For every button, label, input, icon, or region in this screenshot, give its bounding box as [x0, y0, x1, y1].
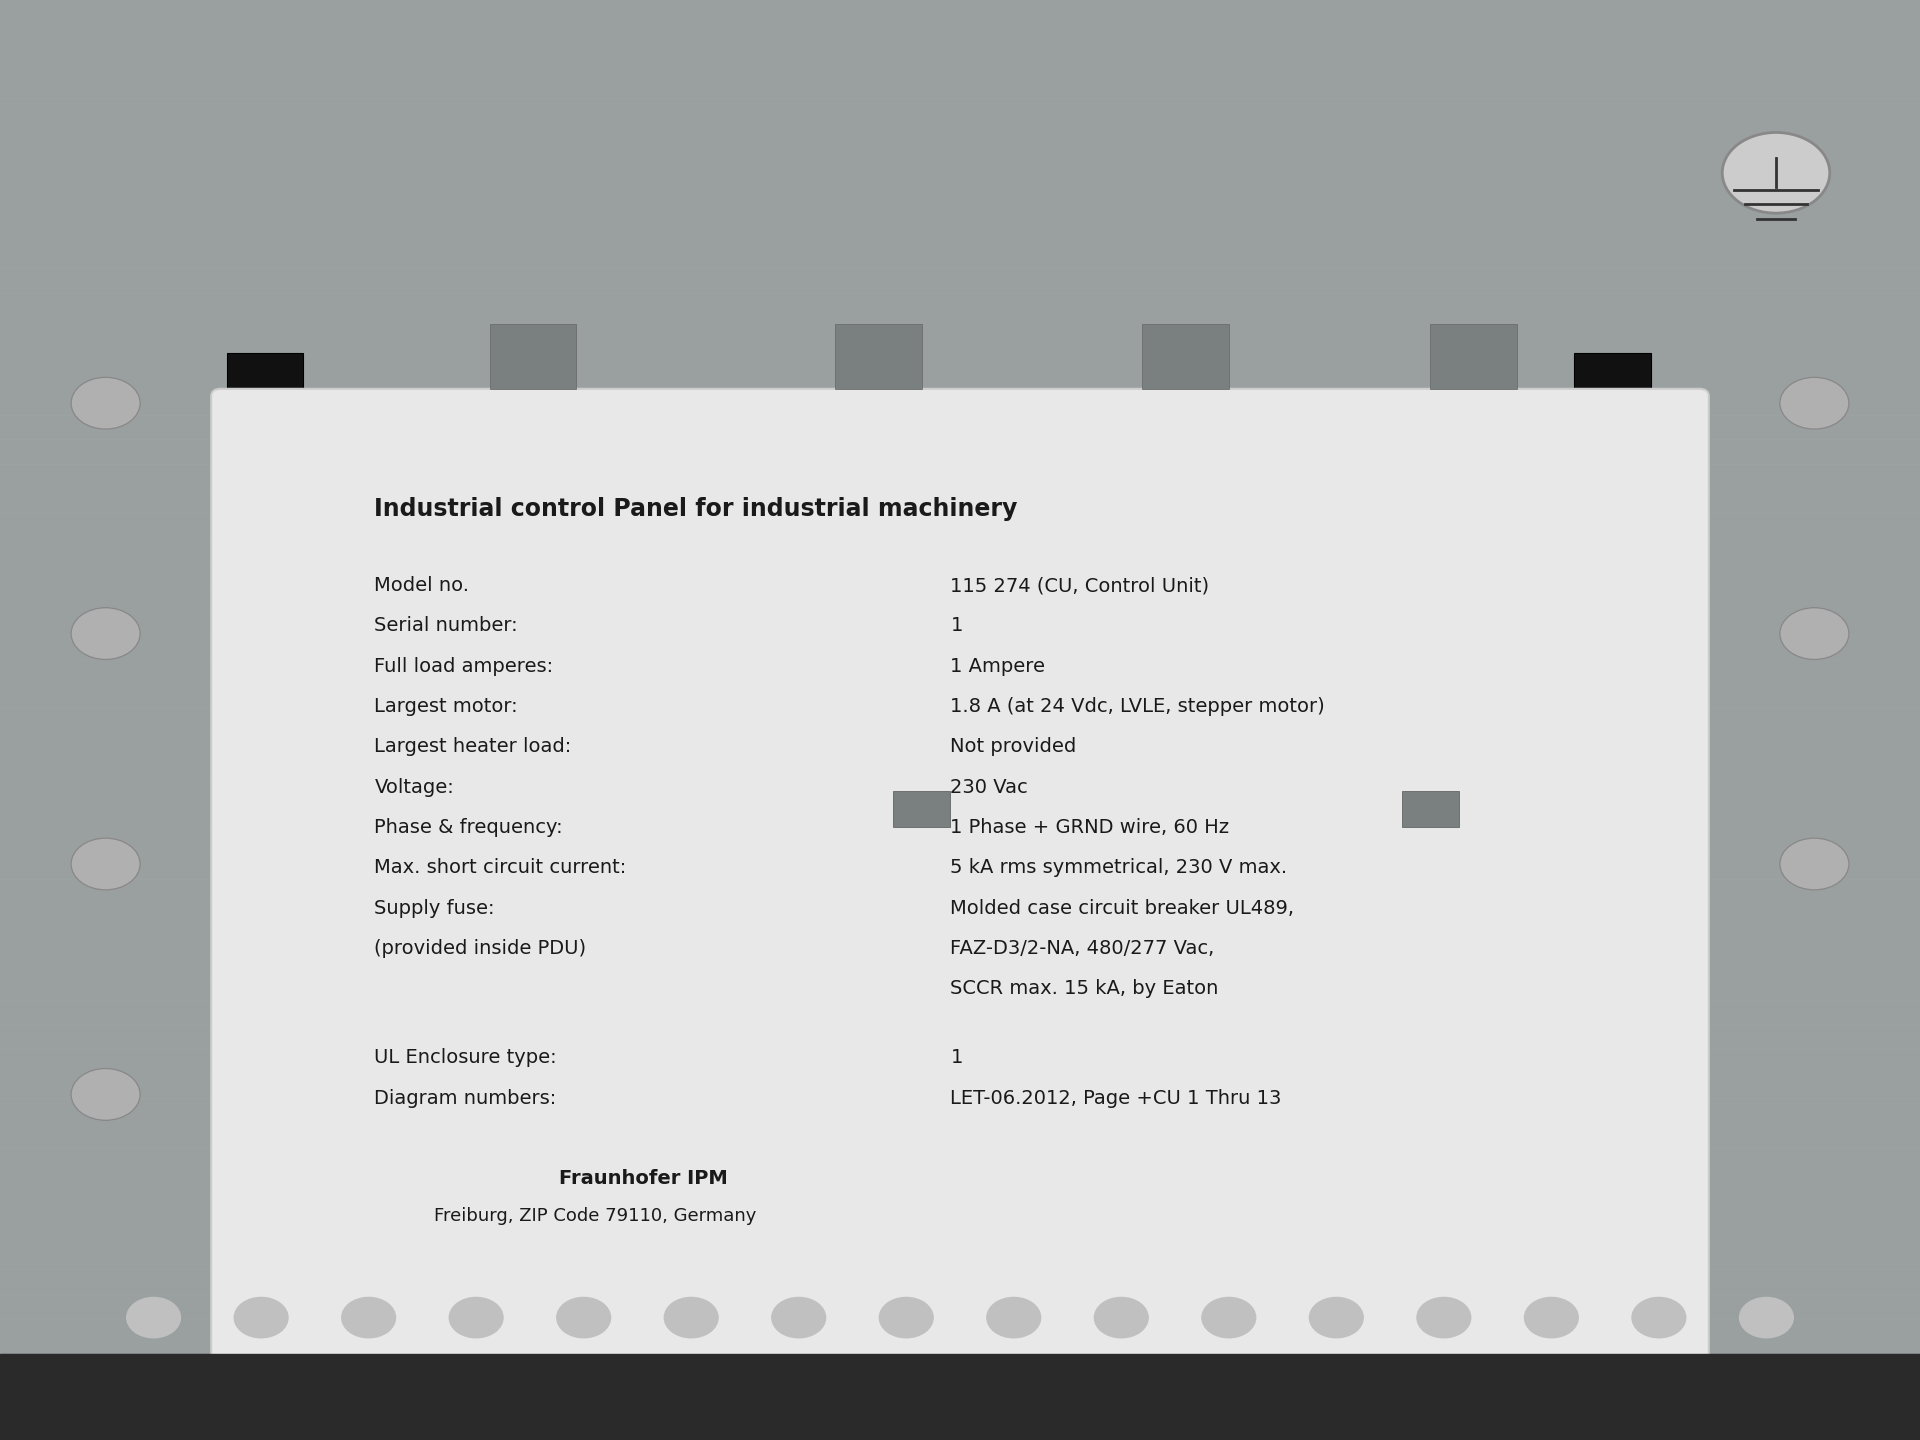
Text: Largest motor:: Largest motor:	[374, 697, 518, 716]
Text: Not provided: Not provided	[950, 737, 1077, 756]
Text: Voltage:: Voltage:	[374, 778, 455, 796]
Text: (provided inside PDU): (provided inside PDU)	[374, 939, 586, 958]
Text: Molded case circuit breaker UL489,: Molded case circuit breaker UL489,	[950, 899, 1294, 917]
Text: Max. short circuit current:: Max. short circuit current:	[374, 858, 626, 877]
Text: 1 Phase + GRND wire, 60 Hz: 1 Phase + GRND wire, 60 Hz	[950, 818, 1229, 837]
FancyBboxPatch shape	[211, 389, 1709, 1368]
Circle shape	[1417, 1297, 1471, 1338]
Circle shape	[1094, 1297, 1148, 1338]
Circle shape	[71, 838, 140, 890]
Text: Largest heater load:: Largest heater load:	[374, 737, 572, 756]
Bar	[0, 1354, 1920, 1361]
Circle shape	[664, 1297, 718, 1338]
Text: Industrial control Panel for industrial machinery: Industrial control Panel for industrial …	[374, 497, 1018, 521]
Text: 230 Vac: 230 Vac	[950, 778, 1027, 796]
Circle shape	[1780, 838, 1849, 890]
Circle shape	[1202, 1297, 1256, 1338]
Text: LET-06.2012, Page +CU 1 Thru 13: LET-06.2012, Page +CU 1 Thru 13	[950, 1089, 1283, 1107]
Bar	[1430, 324, 1517, 389]
Text: Phase & frequency:: Phase & frequency:	[374, 818, 563, 837]
Text: UL Enclosure type:: UL Enclosure type:	[374, 1048, 557, 1067]
Text: Supply fuse:: Supply fuse:	[374, 899, 495, 917]
Circle shape	[1740, 1297, 1793, 1338]
Bar	[227, 562, 303, 619]
Text: 5 kA rms symmetrical, 230 V max.: 5 kA rms symmetrical, 230 V max.	[950, 858, 1288, 877]
Text: FAZ-D3/2-NA, 480/277 Vac,: FAZ-D3/2-NA, 480/277 Vac,	[950, 939, 1215, 958]
Text: Model no.: Model no.	[374, 576, 468, 595]
Text: 1: 1	[950, 1048, 962, 1067]
Text: Fraunhofer IPM: Fraunhofer IPM	[559, 1169, 728, 1188]
Bar	[893, 791, 950, 827]
Bar	[1402, 791, 1459, 827]
Text: SCCR max. 15 kA, by Eaton: SCCR max. 15 kA, by Eaton	[950, 979, 1219, 998]
Text: 115 274 (CU, Control Unit): 115 274 (CU, Control Unit)	[950, 576, 1210, 595]
Circle shape	[557, 1297, 611, 1338]
Circle shape	[1309, 1297, 1363, 1338]
Circle shape	[987, 1297, 1041, 1338]
Circle shape	[1524, 1297, 1578, 1338]
Circle shape	[1722, 132, 1830, 213]
Circle shape	[772, 1297, 826, 1338]
Circle shape	[1780, 608, 1849, 660]
Bar	[1574, 562, 1651, 619]
Circle shape	[1780, 377, 1849, 429]
Text: Diagram numbers:: Diagram numbers:	[374, 1089, 557, 1107]
Circle shape	[127, 1297, 180, 1338]
Circle shape	[71, 608, 140, 660]
Circle shape	[71, 1068, 140, 1120]
Text: 1.8 A (at 24 Vdc, LVLE, stepper motor): 1.8 A (at 24 Vdc, LVLE, stepper motor)	[950, 697, 1325, 716]
Circle shape	[449, 1297, 503, 1338]
Bar	[490, 324, 576, 389]
Bar	[1574, 353, 1651, 410]
Text: Full load amperes:: Full load amperes:	[374, 657, 553, 675]
Text: 1: 1	[950, 616, 962, 635]
Bar	[227, 353, 303, 410]
Circle shape	[1632, 1297, 1686, 1338]
Text: 1 Ampere: 1 Ampere	[950, 657, 1044, 675]
Bar	[0, 1354, 1920, 1440]
Bar	[835, 324, 922, 389]
Bar	[1142, 324, 1229, 389]
Circle shape	[879, 1297, 933, 1338]
Circle shape	[342, 1297, 396, 1338]
Circle shape	[71, 377, 140, 429]
Text: Serial number:: Serial number:	[374, 616, 518, 635]
Text: Freiburg, ZIP Code 79110, Germany: Freiburg, ZIP Code 79110, Germany	[434, 1207, 756, 1224]
Circle shape	[234, 1297, 288, 1338]
